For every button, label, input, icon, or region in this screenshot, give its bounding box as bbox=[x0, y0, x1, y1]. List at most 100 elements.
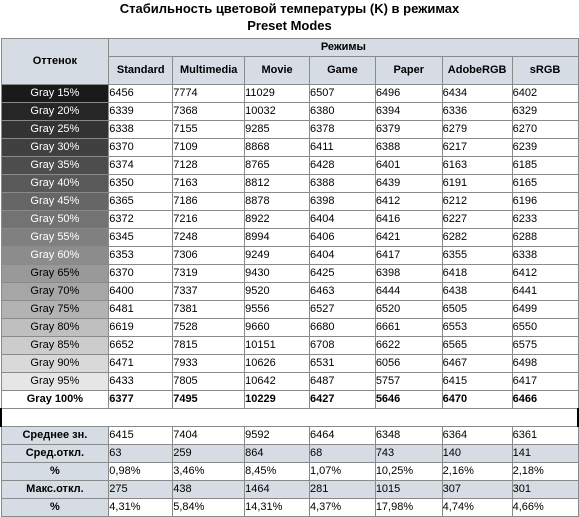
gray-level-label: Gray 95% bbox=[0, 372, 110, 391]
stats-cell: 4,74% bbox=[441, 498, 513, 517]
table-cell: 6377 bbox=[108, 390, 174, 409]
table-cell: 6370 bbox=[108, 138, 174, 157]
stats-cell: 4,66% bbox=[511, 498, 579, 517]
table-cell: 7381 bbox=[172, 300, 246, 319]
column-header-multimedia: Multimedia bbox=[172, 56, 246, 85]
table-cell: 6388 bbox=[374, 138, 443, 157]
table-cell: 5646 bbox=[374, 390, 443, 409]
gray-level-label: Gray 45% bbox=[0, 192, 110, 211]
table-cell: 5757 bbox=[374, 372, 443, 391]
gray-level-label: Gray 75% bbox=[0, 300, 110, 319]
table-cell: 6398 bbox=[374, 264, 443, 283]
table-cell: 7163 bbox=[172, 174, 246, 193]
stats-cell: 0,98% bbox=[108, 462, 174, 481]
stats-cell: 307 bbox=[441, 480, 513, 499]
table-row: Gray 65% 6370 7319 9430 6425 6398 6418 6412 bbox=[0, 264, 579, 283]
stats-cell: 438 bbox=[172, 480, 246, 499]
stats-cell: 2,18% bbox=[511, 462, 579, 481]
stats-cell: 8,45% bbox=[244, 462, 310, 481]
header-shade: Оттенок bbox=[0, 38, 110, 85]
gray-level-label: Gray 70% bbox=[0, 282, 110, 301]
table-cell: 6565 bbox=[441, 336, 513, 355]
stats-rows: Среднее зн. 6415 7404 9592 6464 6348 6364 6361 С… bbox=[0, 408, 579, 517]
table-cell: 11029 bbox=[244, 84, 310, 103]
table-cell: 6470 bbox=[441, 390, 513, 409]
table-cell: 6531 bbox=[308, 354, 376, 373]
table-row: Gray 25% 6338 7155 9285 6378 6379 6279 6270 bbox=[0, 120, 579, 139]
table-cell: 7155 bbox=[172, 120, 246, 139]
stats-cell: 17,98% bbox=[374, 498, 443, 517]
stats-row: Сред.откл. 63 259 864 68 743 140 141 bbox=[0, 444, 579, 463]
table-cell: 6652 bbox=[108, 336, 174, 355]
table-cell: 6412 bbox=[374, 192, 443, 211]
table-cell: 6217 bbox=[441, 138, 513, 157]
stats-cell: 259 bbox=[172, 444, 246, 463]
table-cell: 9249 bbox=[244, 246, 310, 265]
table-cell: 6345 bbox=[108, 228, 174, 247]
table-cell: 6388 bbox=[308, 174, 376, 193]
table-cell: 6404 bbox=[308, 246, 376, 265]
table-cell: 6379 bbox=[374, 120, 443, 139]
table-cell: 6404 bbox=[308, 210, 376, 229]
stats-cell: 63 bbox=[108, 444, 174, 463]
gray-level-label: Gray 100% bbox=[0, 390, 110, 409]
stats-label: Макс.откл. bbox=[0, 480, 110, 499]
table-cell: 6288 bbox=[511, 228, 579, 247]
stats-cell: 68 bbox=[308, 444, 376, 463]
stats-cell: 4,31% bbox=[108, 498, 174, 517]
color-temperature-table: Оттенок Режимы Standard Multimedia Movie Ga… bbox=[0, 38, 579, 517]
stats-row: % 4,31% 5,84% 14,31% 4,37% 17,98% 4,74% 4,66% bbox=[0, 498, 579, 517]
table-cell: 7337 bbox=[172, 282, 246, 301]
table-cell: 6575 bbox=[511, 336, 579, 355]
column-header-srgb: sRGB bbox=[511, 56, 579, 85]
table-cell: 10151 bbox=[244, 336, 310, 355]
gray-level-label: Gray 25% bbox=[0, 120, 110, 139]
table-cell: 6466 bbox=[511, 390, 579, 409]
table-cell: 6191 bbox=[441, 174, 513, 193]
table-cell: 6456 bbox=[108, 84, 174, 103]
stats-cell: 864 bbox=[244, 444, 310, 463]
chart-title: Стабильность цветовой температуры (K) в … bbox=[0, 0, 579, 34]
header-row-modes: Оттенок Режимы bbox=[0, 38, 579, 85]
table-row: Gray 85% 6652 7815 10151 6708 6622 6565 6575 bbox=[0, 336, 579, 355]
table-cell: 6411 bbox=[308, 138, 376, 157]
table-cell: 6378 bbox=[308, 120, 376, 139]
table-cell: 6212 bbox=[441, 192, 513, 211]
table-cell: 10229 bbox=[244, 390, 310, 409]
table-cell: 7933 bbox=[172, 354, 246, 373]
table-cell: 6336 bbox=[441, 102, 513, 121]
table-cell: 6233 bbox=[511, 210, 579, 229]
gray-level-label: Gray 80% bbox=[0, 318, 110, 337]
table-cell: 6619 bbox=[108, 318, 174, 337]
table-cell: 7528 bbox=[172, 318, 246, 337]
gray-level-label: Gray 35% bbox=[0, 156, 110, 175]
table-cell: 6417 bbox=[511, 372, 579, 391]
table-cell: 6425 bbox=[308, 264, 376, 283]
table-row: Gray 20% 6339 7368 10032 6380 6394 6336 6329 bbox=[0, 102, 579, 121]
table-cell: 7216 bbox=[172, 210, 246, 229]
stats-cell: 6364 bbox=[441, 426, 513, 445]
table-cell: 6350 bbox=[108, 174, 174, 193]
table-row: Gray 95% 6433 7805 10642 6487 5757 6415 6417 bbox=[0, 372, 579, 391]
table-cell: 6708 bbox=[308, 336, 376, 355]
table-cell: 6463 bbox=[308, 282, 376, 301]
table-row: Gray 40% 6350 7163 8812 6388 6439 6191 6165 bbox=[0, 174, 579, 193]
stats-cell: 1,07% bbox=[308, 462, 376, 481]
table-cell: 8812 bbox=[244, 174, 310, 193]
table-spacer-row bbox=[0, 408, 579, 427]
table-row: Gray 30% 6370 7109 8868 6411 6388 6217 6239 bbox=[0, 138, 579, 157]
table-cell: 6439 bbox=[374, 174, 443, 193]
table-cell: 6282 bbox=[441, 228, 513, 247]
table-cell: 8922 bbox=[244, 210, 310, 229]
table-cell: 6415 bbox=[441, 372, 513, 391]
table-cell: 10626 bbox=[244, 354, 310, 373]
table-cell: 10032 bbox=[244, 102, 310, 121]
table-cell: 10642 bbox=[244, 372, 310, 391]
stats-cell: 275 bbox=[108, 480, 174, 499]
data-rows: Gray 15% 6456 7774 11029 6507 6496 6434 6402 Gra… bbox=[0, 84, 579, 409]
table-cell: 8994 bbox=[244, 228, 310, 247]
table-cell: 6239 bbox=[511, 138, 579, 157]
stats-cell: 9592 bbox=[244, 426, 310, 445]
table-cell: 9520 bbox=[244, 282, 310, 301]
table-row: Gray 45% 6365 7186 8878 6398 6412 6212 6196 bbox=[0, 192, 579, 211]
